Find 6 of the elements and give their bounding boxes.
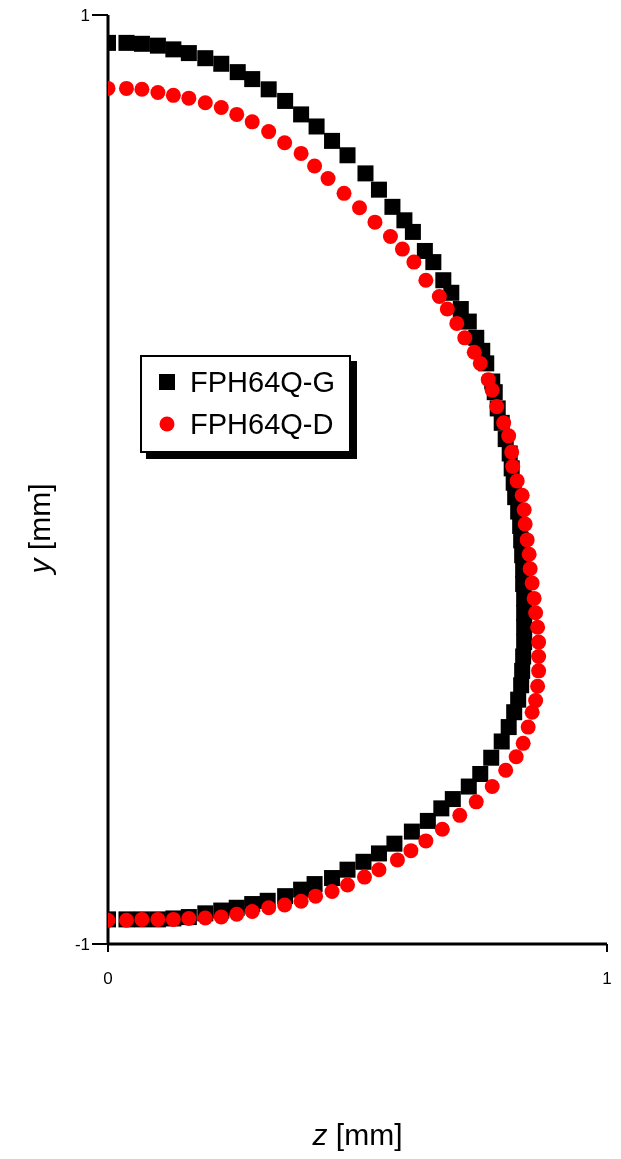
x-tick-label: 0: [103, 969, 113, 989]
legend-label: FPH64Q-G: [190, 365, 336, 400]
y-tick-label: -1: [74, 935, 90, 955]
legend-label: FPH64Q-D: [190, 407, 334, 442]
y-axis-title: y [mm]: [23, 483, 56, 576]
x-axis-title: z [mm]: [311, 1118, 403, 1151]
